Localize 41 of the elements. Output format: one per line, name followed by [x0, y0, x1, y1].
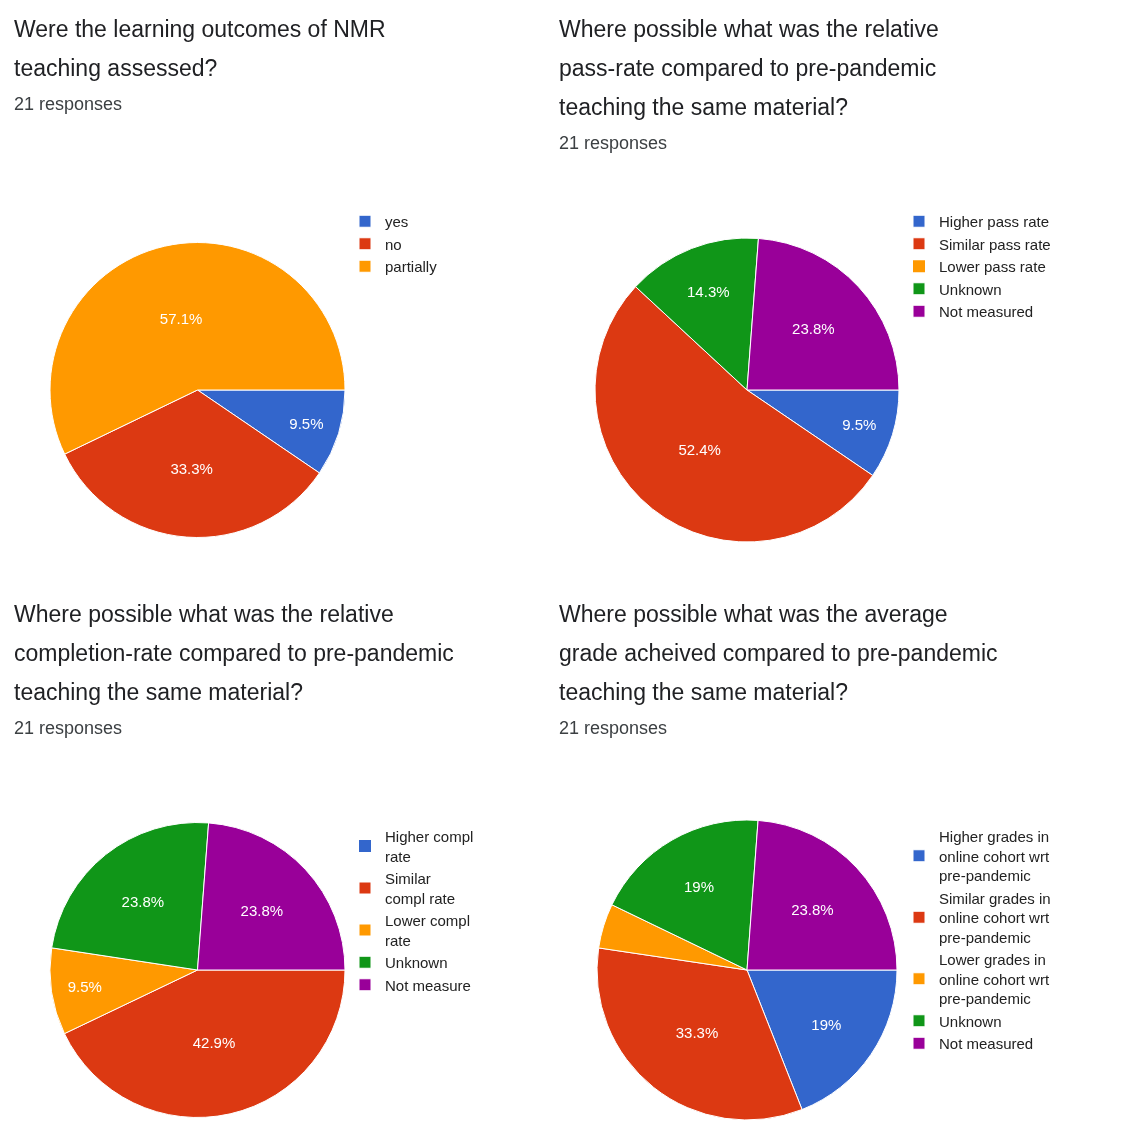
legend-label: Higher pass rate [939, 213, 1050, 231]
data-label: 9.5% [289, 415, 324, 433]
data-label: 52.4% [678, 440, 721, 458]
chart-title: Where possible what was the relative pass-rate compared to pre-pandemic teaching the same material? [559, 15, 940, 122]
data-label: 42.9% [192, 1034, 236, 1052]
data-label: 33.3% [170, 460, 213, 478]
legend-label: Not measure [385, 976, 471, 994]
data-label: 23.8% [240, 901, 284, 919]
data-label: 19% [811, 1015, 842, 1033]
chart-subtitle: 21 responses [559, 718, 669, 739]
data-label: 19% [683, 878, 715, 896]
chart-subtitle: 21 responses [14, 718, 124, 739]
data-label: 23.8% [792, 319, 835, 337]
data-label: 23.8% [791, 900, 834, 918]
data-label: 23.8% [121, 892, 165, 910]
legend-label: Higher compl rate [385, 828, 474, 865]
legend-label: Similar pass rate [939, 235, 1051, 253]
legend-label: Lower pass rate [939, 258, 1046, 276]
legend-label: Similar grades in online cohort wrt pre-pandemic [939, 889, 1051, 946]
legend-label: Not measured [939, 1035, 1034, 1053]
legend-label: Similar compl rate [385, 870, 456, 907]
chart-subtitle: 21 responses [14, 94, 124, 115]
chart-subtitle: 21 responses [559, 133, 669, 154]
data-label: 57.1% [159, 309, 203, 327]
legend-label: yes [385, 213, 409, 231]
legend-label: Unknown [939, 280, 1002, 298]
legend-label: no [385, 235, 402, 253]
legend-label: Higher grades in online cohort wrt pre-pandemic [939, 828, 1050, 885]
chart-title: Where possible what was the average grade acheived compared to pre-pandemic teaching the same material? [559, 600, 999, 707]
chart-title: Were the learning outcomes of NMR teaching assessed? [14, 15, 387, 83]
legend-label: Unknown [939, 1012, 1002, 1030]
legend-label: Lower grades in online cohort wrt pre-pandemic [939, 951, 1050, 1008]
data-label: 9.5% [842, 416, 877, 434]
data-label: 9.5% [67, 978, 102, 996]
legend-label: Unknown [385, 954, 448, 972]
data-label: 14.3% [687, 282, 730, 300]
legend-label: partially [385, 258, 438, 276]
legend-label: Not measured [939, 303, 1034, 321]
data-label: 33.3% [675, 1024, 719, 1042]
legend-label: Lower compl rate [385, 912, 471, 949]
chart-title: Where possible what was the relative completion-rate compared to pre-pandemic teaching the same material? [14, 600, 454, 707]
